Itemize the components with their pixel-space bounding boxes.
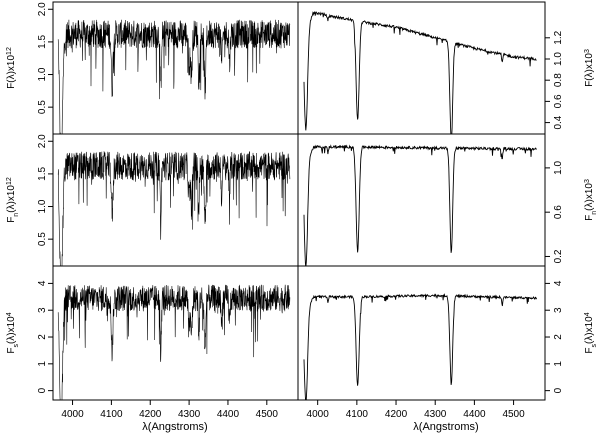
panel-left-row1: 0.5 1.0 1.5 2.0 F(λ)x1012 — [6, 1, 299, 135]
spectrum-line — [57, 150, 291, 266]
panel-left-row3: 0 1 2 3 4 Fs(λ)x104 4000 4100 4200 4300 4400 4500 — [6, 265, 299, 420]
y-tick-label: 0.6 — [553, 205, 564, 219]
y-axis-label: F(λ)x1012 — [6, 47, 18, 89]
panel-frame — [297, 133, 546, 267]
x-tick-label: 4300 — [424, 409, 447, 420]
y-tick-label: 0 — [553, 387, 564, 393]
y-axis-label: F(λ)x103 — [584, 49, 596, 87]
y-axis-label: Fn(λ)x1012 — [6, 177, 20, 223]
panel-frame — [297, 1, 546, 135]
panel-right-row3: 0 1 2 3 4 Fs(λ)x104 4000 4100 4200 4300 4400 4500 — [297, 265, 598, 420]
panel-right-row2: 0.2 0.6 1.0 Fn(λ)x103 — [297, 133, 598, 267]
x-tick-label: 4500 — [502, 409, 525, 420]
spectrum-line — [303, 11, 537, 134]
spectrum-line — [303, 144, 537, 266]
panel-right-row1: 0.4 0.6 0.8 1.0 1.2 F(λ)x103 — [297, 1, 596, 135]
x-axis-label-right: λ(Angstroms) — [413, 421, 478, 433]
y-tick-label: 1.2 — [553, 30, 564, 44]
y-tick-label: 2.0 — [37, 134, 48, 148]
y-tick-label: 4 — [553, 280, 564, 286]
y-tick-label: 0.8 — [553, 73, 564, 87]
x-tick-label: 4500 — [256, 409, 279, 420]
spectrum-line — [57, 19, 291, 134]
y-axis-label: Fs(λ)x104 — [584, 312, 598, 353]
y-tick-label: 3 — [37, 307, 48, 313]
y-tick-label: 1.0 — [553, 52, 564, 66]
x-tick-label: 4000 — [61, 409, 84, 420]
y-axis-label: Fn(λ)x103 — [584, 179, 598, 221]
y-tick-label: 0.4 — [553, 115, 564, 129]
y-tick-label: 1.0 — [553, 161, 564, 175]
spectrum-line — [303, 292, 538, 400]
y-tick-label: 1 — [553, 361, 564, 367]
y-tick-label: 0.6 — [553, 94, 564, 108]
y-tick-label: 4 — [37, 280, 48, 286]
x-tick-label: 4400 — [463, 409, 486, 420]
y-tick-label: 1.5 — [37, 167, 48, 181]
x-tick-label: 4100 — [100, 409, 123, 420]
x-tick-label: 4200 — [385, 409, 408, 420]
spectrum-line — [57, 284, 291, 400]
x-tick-label: 4100 — [346, 409, 369, 420]
panel-frame — [297, 265, 546, 401]
y-tick-label: 1.5 — [37, 35, 48, 49]
y-tick-label: 0.5 — [37, 232, 48, 246]
x-tick-label: 4300 — [178, 409, 201, 420]
panels-layer: 0.5 1.0 1.5 2.0 F(λ)x1012 0.4 0.6 0.8 1.0 1.2 F(λ)… — [6, 1, 598, 420]
x-tick-label: 4000 — [307, 409, 330, 420]
y-tick-label: 2.0 — [37, 2, 48, 16]
x-tick-label: 4400 — [217, 409, 240, 420]
y-tick-label: 2 — [553, 334, 564, 340]
y-tick-label: 1.0 — [37, 67, 48, 81]
y-tick-label: 2 — [37, 334, 48, 340]
y-tick-label: 1 — [37, 361, 48, 367]
y-axis-label: Fs(λ)x104 — [6, 312, 20, 353]
y-tick-label: 0.2 — [553, 249, 564, 263]
y-tick-label: 0 — [37, 387, 48, 393]
x-axis-label-left: λ(Angstroms) — [142, 421, 207, 433]
x-tick-label: 4200 — [139, 409, 162, 420]
y-tick-label: 3 — [553, 307, 564, 313]
y-tick-label: 1.0 — [37, 199, 48, 213]
y-tick-label: 0.5 — [37, 100, 48, 114]
